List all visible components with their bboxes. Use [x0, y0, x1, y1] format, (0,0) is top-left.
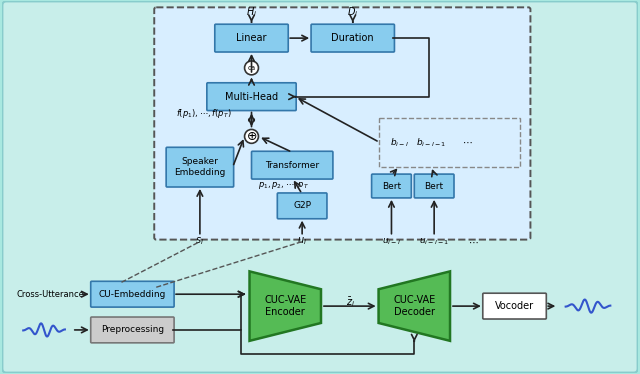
Text: Multi-Head: Multi-Head	[225, 92, 278, 102]
Text: $D_i$: $D_i$	[347, 5, 358, 19]
FancyBboxPatch shape	[207, 83, 296, 111]
Text: Vocoder: Vocoder	[495, 301, 534, 311]
Text: $u_i$: $u_i$	[297, 236, 307, 248]
Text: $p_1,p_2,\cdots,p_T$: $p_1,p_2,\cdots,p_T$	[259, 180, 310, 190]
Text: $f(p_1),\cdots,f(p_T)$: $f(p_1),\cdots,f(p_T)$	[176, 107, 232, 120]
Text: Transformer: Transformer	[265, 161, 319, 170]
Polygon shape	[379, 272, 450, 341]
Text: Cross-Utterance: Cross-Utterance	[16, 290, 84, 299]
FancyBboxPatch shape	[483, 293, 547, 319]
Text: $\cdots$: $\cdots$	[468, 237, 478, 246]
FancyBboxPatch shape	[311, 24, 394, 52]
Text: $u_{i-l-1}$: $u_{i-l-1}$	[419, 236, 449, 247]
Text: ca: ca	[248, 65, 255, 71]
Text: Linear: Linear	[236, 33, 267, 43]
FancyBboxPatch shape	[372, 174, 412, 198]
Text: Bert: Bert	[382, 181, 401, 190]
FancyBboxPatch shape	[91, 317, 174, 343]
Text: Duration: Duration	[332, 33, 374, 43]
Text: CUC-VAE
Encoder: CUC-VAE Encoder	[264, 295, 307, 317]
Text: Bert: Bert	[424, 181, 444, 190]
FancyBboxPatch shape	[414, 174, 454, 198]
Circle shape	[244, 61, 259, 75]
Text: $\oplus$: $\oplus$	[246, 130, 257, 143]
Text: G2P: G2P	[293, 201, 311, 210]
FancyBboxPatch shape	[277, 193, 327, 219]
FancyBboxPatch shape	[252, 151, 333, 179]
Text: $s_i$: $s_i$	[195, 236, 204, 248]
FancyBboxPatch shape	[215, 24, 288, 52]
FancyBboxPatch shape	[379, 117, 520, 167]
Polygon shape	[250, 272, 321, 341]
Text: $\bar{z}_i$: $\bar{z}_i$	[346, 295, 355, 309]
FancyBboxPatch shape	[154, 7, 531, 240]
Text: $H_i$: $H_i$	[246, 5, 257, 19]
FancyBboxPatch shape	[3, 1, 637, 373]
Text: CU-Embedding: CU-Embedding	[99, 290, 166, 299]
Text: $b_{i-l}$: $b_{i-l}$	[390, 136, 409, 148]
Text: $u_{i-l}$: $u_{i-l}$	[382, 236, 401, 247]
Text: CUC-VAE
Decoder: CUC-VAE Decoder	[393, 295, 435, 317]
Text: $b_{i-l-1}$: $b_{i-l-1}$	[416, 136, 446, 148]
FancyBboxPatch shape	[91, 281, 174, 307]
FancyBboxPatch shape	[166, 147, 234, 187]
Circle shape	[244, 129, 259, 143]
Text: Speaker
Embedding: Speaker Embedding	[174, 157, 225, 177]
Text: Preprocessing: Preprocessing	[101, 325, 164, 334]
Text: $\cdots$: $\cdots$	[461, 137, 472, 147]
